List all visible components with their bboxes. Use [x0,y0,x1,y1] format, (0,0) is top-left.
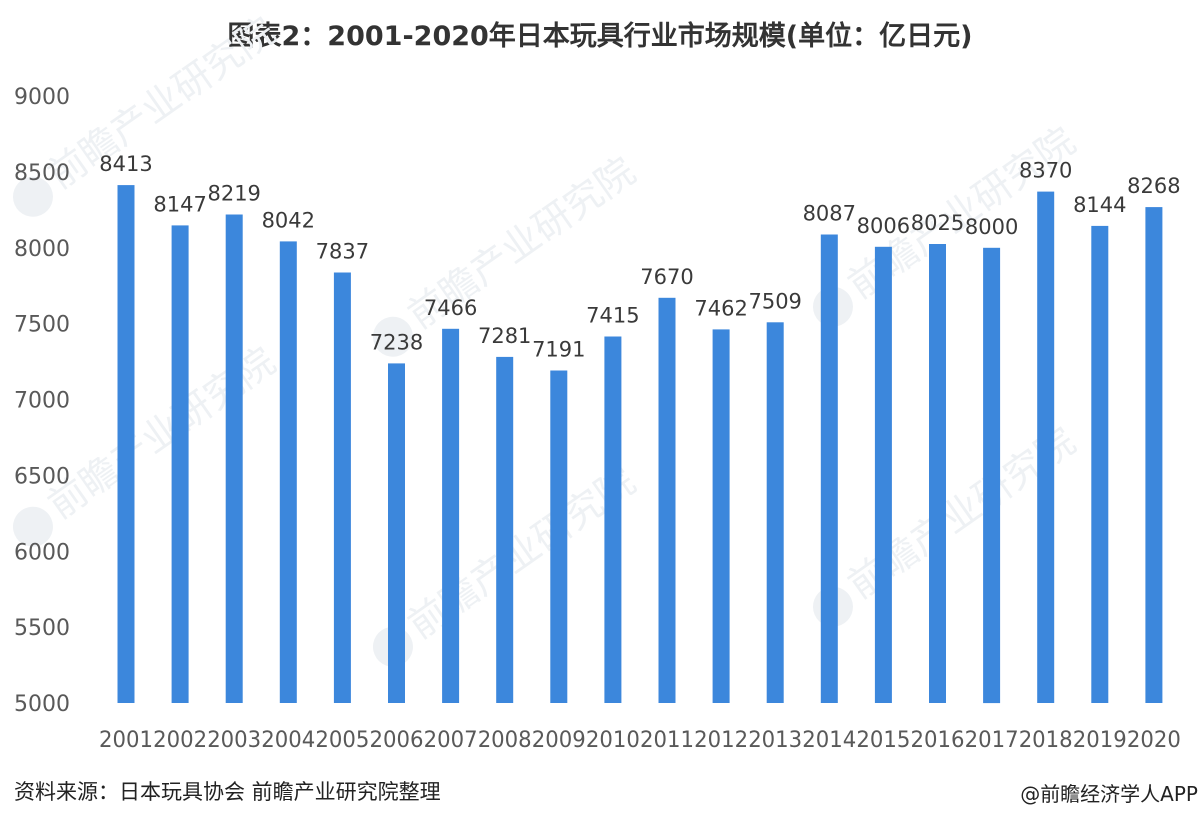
chart-title: 图表2：2001-2020年日本玩具行业市场规模(单位：亿日元) [227,21,973,52]
bar [117,185,135,704]
data-label: 7462 [694,296,747,320]
x-tick-label: 2010 [586,728,640,753]
bar [712,329,730,703]
data-label: 7281 [478,324,531,348]
x-tick-label: 2008 [478,728,532,753]
bar [333,272,351,703]
data-label: 7670 [640,265,693,289]
data-label: 8147 [153,192,206,216]
x-tick-label: 2006 [370,728,424,753]
y-tick-label: 8500 [14,161,70,186]
data-label: 8370 [1019,159,1072,183]
data-label: 7238 [370,330,423,354]
x-tick-label: 2002 [153,728,207,753]
data-label: 7837 [316,240,369,264]
bar [766,322,784,703]
data-label: 8025 [911,211,964,235]
data-label: 7466 [424,296,477,320]
bar [874,246,892,704]
y-tick-label: 8000 [14,237,70,262]
source-note: 资料来源：日本玩具协会 前瞻产业研究院整理 [14,780,441,804]
data-label: 7415 [586,304,639,328]
data-label: 8087 [803,202,856,226]
credit-note: @前瞻经济学人APP [1020,782,1198,806]
bar [550,370,568,703]
bar [604,336,622,703]
bar [658,297,676,703]
x-tick-label: 2011 [640,728,694,753]
x-tick-label: 2018 [1019,728,1073,753]
bar [820,234,838,703]
bar [496,356,514,703]
bar [388,363,405,703]
data-label: 8268 [1127,174,1180,198]
bar [279,241,297,703]
data-label: 8000 [965,215,1018,239]
bar [171,225,189,703]
y-tick-label: 9000 [14,85,70,110]
data-label: 8144 [1073,193,1126,217]
bar [983,247,1001,704]
data-label: 8219 [207,182,260,206]
y-tick-label: 7500 [14,313,70,338]
data-label: 8413 [99,152,152,176]
x-tick-label: 2017 [965,728,1019,753]
x-tick-label: 2014 [802,728,856,753]
x-tick-label: 2004 [261,728,315,753]
bar [225,214,243,703]
x-tick-label: 2001 [99,728,153,753]
data-label: 8006 [857,214,910,238]
x-tick-label: 2005 [315,728,369,753]
data-label: 7191 [532,338,585,362]
data-label: 8042 [262,208,315,232]
bar [1145,207,1163,703]
y-tick-label: 6000 [14,540,70,565]
x-tick-label: 2019 [1073,728,1127,753]
y-tick-label: 6500 [14,464,70,489]
y-tick-label: 5500 [14,616,70,641]
bar [442,328,460,703]
x-tick-label: 2003 [207,728,261,753]
data-label: 7509 [748,289,801,313]
y-tick-label: 7000 [14,389,70,414]
x-tick-label: 2012 [694,728,748,753]
bar [1037,191,1055,703]
x-tick-label: 2020 [1127,728,1181,753]
x-tick-label: 2015 [856,728,910,753]
y-tick-label: 5000 [14,692,70,717]
bar [1091,225,1109,703]
bar [929,244,946,703]
x-tick-label: 2009 [532,728,586,753]
x-tick-label: 2007 [424,728,478,753]
x-tick-label: 2016 [911,728,965,753]
x-tick-label: 2013 [748,728,802,753]
